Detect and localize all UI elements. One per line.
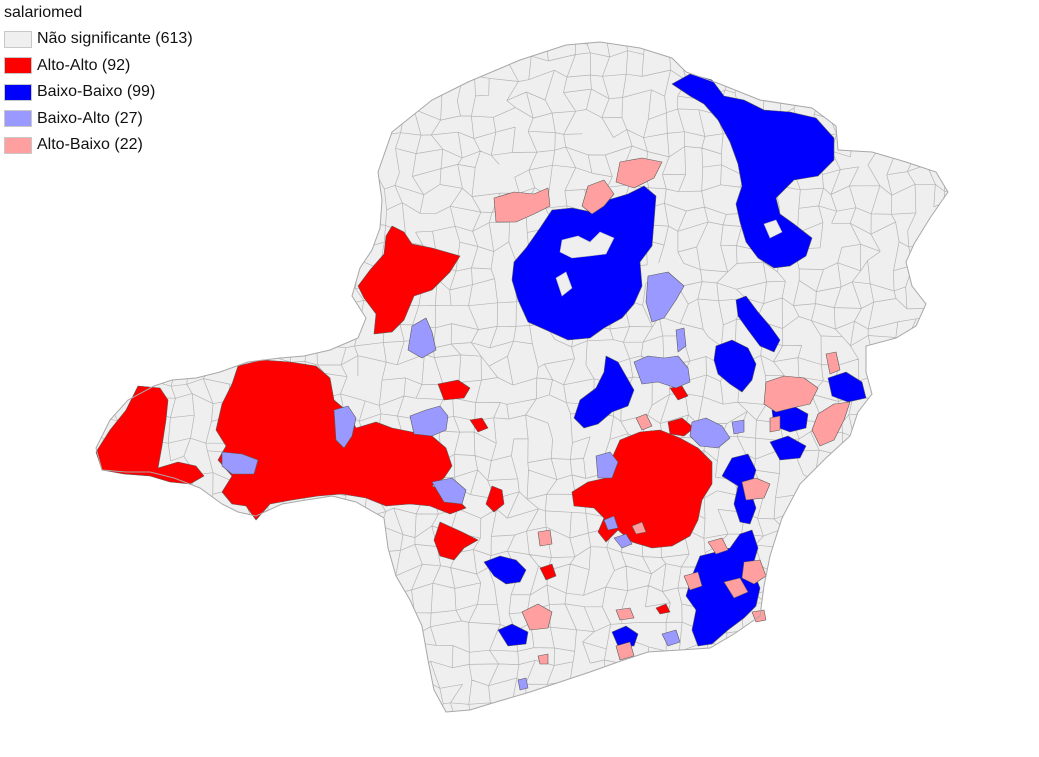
region-high-low-5 [825, 351, 841, 375]
region-low-high-4 [221, 451, 259, 475]
region-high-low-11 [683, 571, 703, 591]
region-low-low-far-east [827, 371, 867, 403]
region-high-high-small-1 [437, 379, 471, 401]
region-high-low-18 [615, 607, 635, 621]
legend-swatch-low-high [4, 110, 32, 128]
region-low-high-10 [689, 417, 731, 449]
region-high-low-19 [615, 641, 635, 661]
region-low-low-center [573, 355, 635, 429]
region-high-low-8 [741, 477, 771, 501]
region-high-high-small-7 [655, 603, 671, 615]
region-high-high-northwest [357, 225, 461, 335]
region-low-low-southeast-1 [721, 453, 757, 525]
region-low-high-9 [595, 451, 619, 479]
region-high-high-small-2 [469, 417, 489, 433]
region-high-low-3 [615, 157, 663, 189]
region-high-low-20 [537, 653, 549, 665]
state-border [95, 41, 949, 713]
region-low-high-5 [431, 477, 467, 505]
region-high-low-12 [723, 577, 749, 599]
legend-swatch-high-high [4, 57, 32, 75]
legend-label-low-low: Baixo-Baixo (99) [37, 83, 156, 101]
region-high-low-6 [811, 401, 851, 447]
region-high-low-1 [493, 187, 551, 223]
region-low-low-east-strip [735, 295, 781, 353]
legend-item-not-significant: Não significante (613) [4, 26, 193, 53]
region-low-low-south-1 [483, 555, 527, 585]
region-low-high-3 [333, 405, 357, 449]
legend-swatch-high-low [4, 136, 32, 154]
region-low-high-7 [633, 355, 691, 389]
region-high-low-10 [741, 559, 767, 585]
region-low-low-south-2 [497, 623, 529, 647]
legend-label-high-high: Alto-Alto (92) [37, 56, 131, 74]
map-legend: salariomed Não significante (613) Alto-A… [4, 4, 193, 159]
legend-item-low-low: Baixo-Baixo (99) [4, 79, 193, 106]
region-high-high-triangulo-west [95, 385, 205, 485]
legend-item-high-low: Alto-Baixo (22) [4, 132, 193, 159]
cluster-regions [95, 73, 867, 691]
region-low-high-1 [407, 317, 437, 359]
region-high-high-small-4 [667, 417, 695, 437]
region-low-high-14 [661, 629, 681, 647]
region-low-high-13 [613, 533, 633, 549]
region-high-low-15 [631, 521, 647, 535]
region-high-low-14 [635, 413, 653, 431]
region-hole-jequitinhonha [763, 219, 783, 239]
region-high-low-17 [521, 603, 553, 631]
legend-label-not-significant: Não significante (613) [37, 30, 193, 48]
region-high-low-16 [537, 529, 553, 547]
region-high-high-south-west [433, 521, 479, 561]
region-high-low-2 [581, 179, 615, 215]
legend-swatch-not-significant [4, 30, 32, 48]
region-low-high-11 [731, 419, 745, 435]
region-low-high-15 [517, 677, 529, 691]
legend-item-low-high: Baixo-Alto (27) [4, 106, 193, 133]
region-low-low-east-3 [769, 435, 807, 461]
region-low-low-south-3 [611, 625, 639, 647]
region-hole-north-1 [559, 231, 615, 259]
region-high-low-4 [763, 375, 819, 413]
region-low-high-6 [645, 271, 685, 323]
region-low-high-8 [675, 327, 687, 353]
region-high-high-small-6 [539, 563, 557, 581]
region-high-high-small-3 [485, 485, 505, 513]
legend-label-low-high: Baixo-Alto (27) [37, 109, 143, 127]
legend-item-high-high: Alto-Alto (92) [4, 53, 193, 80]
region-low-low-north [511, 185, 657, 341]
legend-swatch-low-low [4, 83, 32, 101]
region-low-high-2 [409, 405, 449, 437]
legend-title: salariomed [4, 4, 83, 21]
region-high-low-9 [707, 537, 729, 555]
region-high-low-7 [769, 415, 781, 433]
region-low-high-12 [603, 515, 619, 531]
region-low-low-jequitinhonha [671, 73, 835, 269]
region-hole-north-2 [555, 271, 573, 297]
region-low-low-east [713, 339, 757, 393]
legend-label-high-low: Alto-Baixo (22) [37, 136, 143, 154]
